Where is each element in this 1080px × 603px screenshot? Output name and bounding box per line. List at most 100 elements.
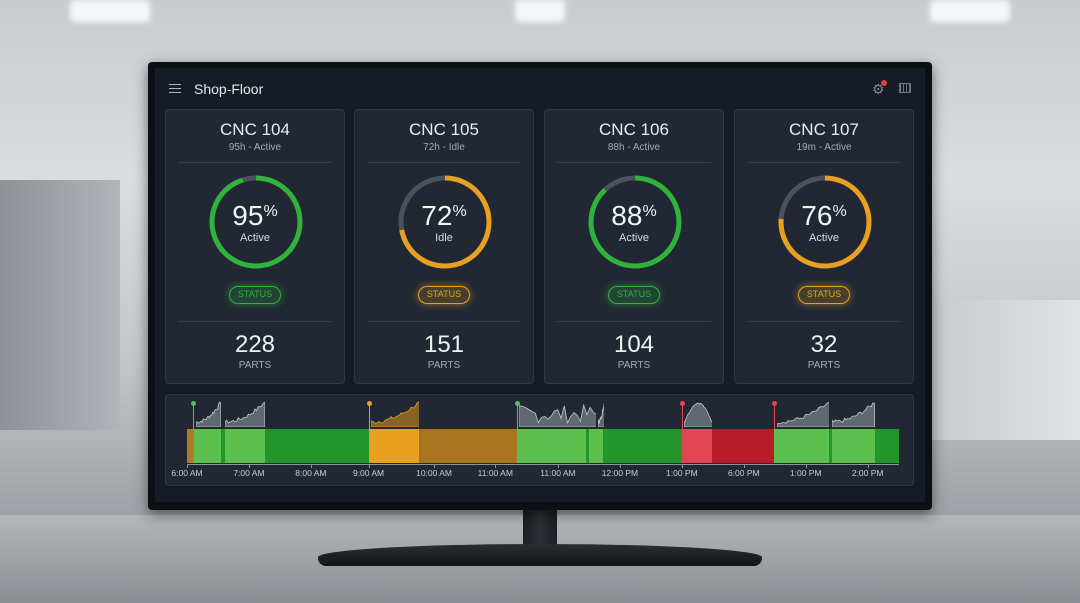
page-title: Shop-Floor — [194, 81, 264, 97]
sparkline — [224, 401, 265, 427]
timeline-axis — [187, 464, 899, 468]
machine-name: CNC 105 — [409, 120, 479, 139]
utilization-gauge — [209, 175, 303, 269]
machine-state: Idle — [435, 232, 453, 244]
parts-count: 228 — [234, 331, 276, 358]
axis-tick — [867, 464, 869, 468]
utilization-percent: 95% — [232, 200, 278, 231]
gauge-fill — [209, 175, 303, 269]
utilization-percent: 76% — [801, 200, 847, 231]
machine-card[interactable]: CNC 105 72h - Idle 72% Idle STATUS 151 P… — [354, 109, 534, 384]
timeline-segment[interactable] — [419, 429, 518, 463]
timeline-segment[interactable] — [187, 429, 195, 463]
machine-runtime: 88h - Active — [607, 142, 661, 153]
machine-card[interactable]: CNC 104 95h - Active 95% Active STATUS 2… — [165, 109, 345, 384]
dashboard-screen: Shop-Floor ⚙ CNC 104 95h - Active 95% Ac… — [155, 68, 925, 502]
machine-name: CNC 104 — [220, 120, 290, 139]
axis-tick-label: 8:00 AM — [295, 468, 327, 478]
axis-tick-label: 6:00 AM — [171, 468, 203, 478]
divider — [367, 162, 521, 163]
axis-tick-label: 11:00 AM — [540, 468, 576, 478]
timeline-segment[interactable] — [832, 429, 875, 463]
utilization-percent: 72% — [421, 200, 467, 231]
machine-state: Active — [619, 232, 649, 244]
axis-tick-label: 2:00 PM — [851, 468, 884, 478]
status-badge[interactable]: STATUS — [418, 286, 470, 304]
parts-count: 104 — [613, 331, 655, 358]
status-badge[interactable]: STATUS — [608, 286, 660, 304]
axis-tick — [619, 464, 621, 468]
timeline-segment[interactable] — [681, 429, 713, 463]
parts-count: 151 — [423, 331, 465, 358]
event-marker[interactable] — [366, 401, 372, 429]
machine-state: Active — [240, 232, 270, 244]
gauge-fill — [588, 175, 682, 269]
timeline-segment[interactable] — [774, 429, 830, 463]
utilization-gauge — [398, 175, 492, 269]
divider — [557, 162, 711, 163]
machine-card[interactable]: CNC 106 88h - Active 88% Active STATUS 1… — [544, 109, 724, 384]
timeline-segment[interactable] — [712, 429, 775, 463]
sparkline-area — [683, 402, 713, 427]
axis-tick-label: 6:00 PM — [727, 468, 760, 478]
utilization-gauge — [778, 175, 872, 269]
divider — [178, 162, 332, 163]
timeline-segment[interactable] — [224, 429, 265, 463]
notification-dot — [881, 80, 887, 86]
status-badge[interactable]: STATUS — [798, 286, 850, 304]
background-cabinet — [0, 180, 120, 430]
timeline-segment[interactable] — [829, 429, 833, 463]
parts-label: PARTS — [238, 360, 272, 371]
monitor-stand — [523, 510, 557, 548]
sparkline — [370, 401, 420, 427]
axis-tick — [368, 464, 370, 468]
machine-runtime: 72h - Idle — [423, 142, 465, 153]
status-badge[interactable]: STATUS — [229, 286, 281, 304]
axis-tick-label: 10:00 AM — [416, 468, 453, 478]
parts-label: PARTS — [427, 360, 461, 371]
timeline-segment[interactable] — [368, 429, 420, 463]
timeline-segment[interactable] — [517, 429, 586, 463]
machine-runtime: 95h - Active — [228, 142, 282, 153]
machine-card[interactable]: CNC 107 19m - Active 76% Active STATUS 3… — [734, 109, 914, 384]
axis-tick — [743, 464, 745, 468]
parts-label: PARTS — [807, 360, 841, 371]
timeline-segment[interactable] — [194, 429, 222, 463]
machine-runtime: 19m - Active — [796, 142, 852, 153]
axis-tick — [434, 464, 436, 468]
axis-tick — [187, 464, 188, 468]
timeline-segment[interactable] — [602, 429, 682, 463]
axis-tick-label: 9:00 AM — [352, 468, 385, 478]
event-marker[interactable] — [515, 401, 521, 429]
divider — [557, 321, 711, 322]
timeline-segment[interactable] — [589, 429, 603, 463]
timeline-segment[interactable] — [264, 429, 369, 463]
sparkline-area — [518, 403, 597, 427]
timeline-segment[interactable] — [221, 429, 225, 463]
timeline-bar — [187, 429, 899, 463]
event-marker[interactable] — [772, 401, 778, 429]
timeline-panel: 6:00 AM 7:00 AM 8:00 AM 9:00 AM 10:00 AM 11:0… — [165, 394, 914, 486]
utilization-gauge — [588, 175, 682, 269]
utilization-percent: 88% — [611, 200, 657, 231]
timeline-segment[interactable] — [874, 429, 899, 463]
axis-tick — [681, 464, 683, 468]
sparkline-area — [776, 401, 830, 427]
divider — [367, 321, 521, 322]
axis-tick-label: 7:00 AM — [233, 468, 265, 478]
grid-icon[interactable] — [899, 83, 911, 93]
event-marker[interactable] — [679, 401, 685, 429]
timeline-segment[interactable] — [585, 429, 590, 463]
sparkline — [518, 403, 597, 427]
axis-tick — [495, 464, 497, 468]
parts-label: PARTS — [617, 360, 651, 371]
event-marker[interactable] — [190, 401, 196, 429]
hamburger-icon[interactable] — [169, 84, 181, 93]
sparkline-area — [370, 401, 420, 427]
monitor-base — [318, 544, 762, 566]
sparkline-area — [224, 401, 265, 427]
machine-state: Active — [809, 232, 839, 244]
axis-tick-label: 1:00 PM — [789, 468, 822, 478]
sparkline — [196, 401, 222, 427]
gauge-fill — [778, 175, 872, 269]
